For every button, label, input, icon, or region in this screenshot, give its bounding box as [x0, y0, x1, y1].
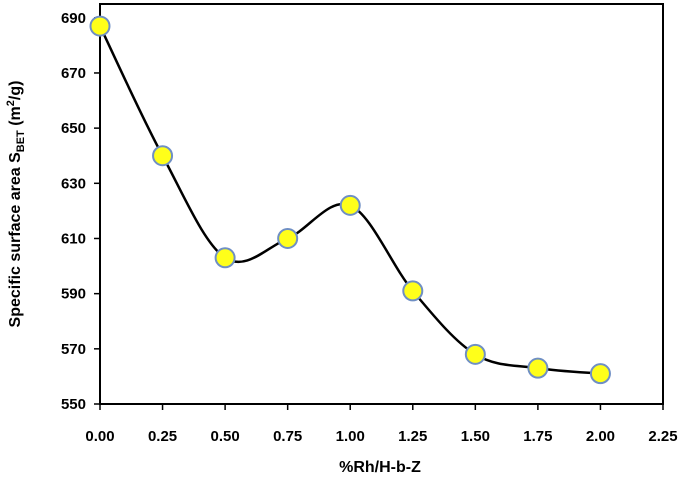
y-tick-label: 690	[61, 10, 86, 27]
y-tick-label: 570	[61, 341, 86, 358]
data-point	[464, 343, 486, 365]
data-point	[589, 363, 611, 385]
x-tick-label: 1.50	[461, 428, 490, 445]
x-tick-label: 0.00	[85, 428, 114, 445]
x-axis-title: %Rh/H-b-Z	[339, 459, 421, 476]
data-point	[277, 227, 299, 249]
y-axis-title-subscript: BET	[15, 130, 27, 152]
x-tick-label: 1.00	[336, 428, 365, 445]
x-axis-ticks: 0.00 0.25 0.50 0.75 1.00 1.25 1.50 1.75 2.00 2.25	[85, 404, 678, 445]
plot-area-frame	[99, 3, 664, 405]
x-tick-label: 0.25	[148, 428, 177, 445]
data-point	[339, 194, 361, 216]
data-point	[402, 280, 424, 302]
y-axis-title-unit-close: /g)	[7, 81, 24, 101]
y-tick-label: 610	[61, 230, 86, 247]
x-tick-label: 2.25	[648, 428, 677, 445]
y-axis-title: Specific surface area SBET (m2/g)	[5, 81, 27, 328]
x-tick-label: 1.25	[398, 428, 427, 445]
x-tick-label: 2.00	[586, 428, 615, 445]
y-axis-title-unit-open: (m	[7, 106, 24, 130]
x-tick-label: 0.75	[273, 428, 302, 445]
y-axis-title-main: Specific surface area S	[7, 152, 24, 328]
y-tick-label: 650	[61, 120, 86, 137]
x-tick-label: 0.50	[211, 428, 240, 445]
data-point	[214, 247, 236, 269]
y-tick-label: 550	[61, 396, 86, 413]
data-points	[89, 15, 611, 385]
y-tick-label: 630	[61, 175, 86, 192]
y-axis-title-unit-sup: 2	[5, 100, 17, 106]
x-tick-label: 1.75	[523, 428, 552, 445]
data-point	[152, 145, 174, 167]
data-point	[527, 357, 549, 379]
y-tick-label: 670	[61, 65, 86, 82]
y-tick-label: 590	[61, 286, 86, 303]
y-axis-ticks: 550 570 590 610 630 650 670 690	[61, 10, 100, 413]
data-point	[89, 15, 111, 37]
